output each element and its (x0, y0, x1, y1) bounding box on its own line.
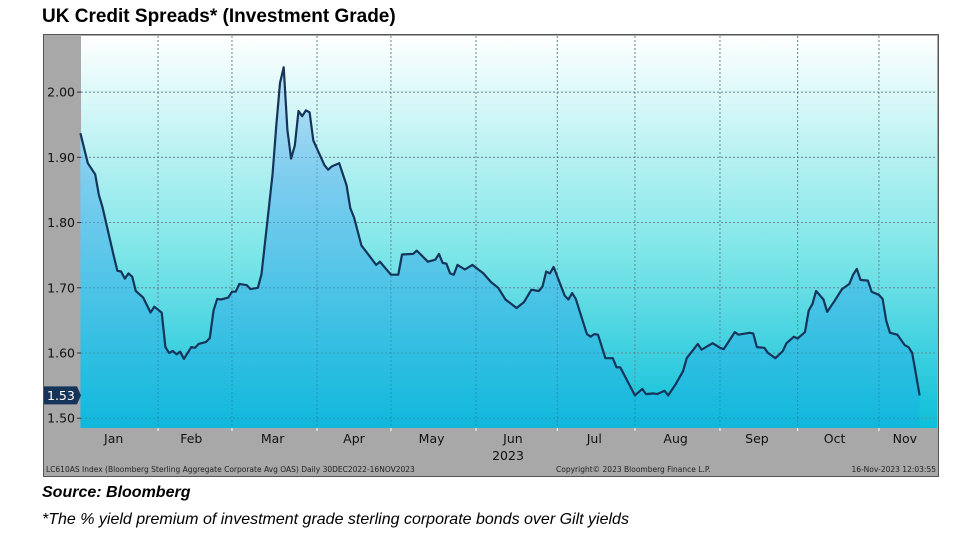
x-axis: Jan Feb Mar Apr May Jun Jul Aug Sep Oct Nov (103, 428, 918, 446)
x-tick-label: Apr (343, 431, 365, 446)
x-tick-label: Jan (103, 431, 123, 446)
x-tick-label: Nov (893, 431, 918, 446)
y-tick-label: 2.00 (47, 85, 75, 100)
chart-title: UK Credit Spreads* (Investment Grade) (42, 6, 396, 27)
x-tick-label: Jun (502, 431, 523, 446)
y-tick-label: 1.50 (47, 411, 75, 426)
x-tick-label: Jul (586, 431, 602, 446)
y-tick-label: 1.90 (47, 150, 75, 165)
last-value-label: 1.53 (47, 388, 75, 403)
series-line (79, 66, 921, 397)
footnote: *The % yield premium of investment grade… (42, 511, 629, 528)
x-tick-label: Aug (663, 431, 687, 446)
source-note: Source: Bloomberg (42, 484, 191, 501)
x-tick-label: May (419, 431, 445, 446)
footer-copyright: Copyright© 2023 Bloomberg Finance L.P. (556, 465, 711, 474)
y-axis: 1.50 1.60 1.70 1.80 1.90 2.00 (47, 85, 81, 426)
footer-index-info: LC610AS Index (Bloomberg Sterling Aggreg… (46, 465, 415, 474)
y-tick-label: 1.60 (47, 345, 75, 360)
x-tick-label: Feb (180, 431, 202, 446)
year-label: 2023 (492, 448, 524, 463)
grid-lines-overlay (81, 36, 937, 428)
x-tick-label: Oct (824, 431, 846, 446)
last-value-marker: 1.53 (44, 386, 81, 405)
footer-timestamp: 16-Nov-2023 12:03:55 (851, 465, 936, 474)
y-tick-label: 1.80 (47, 215, 75, 230)
y-tick-label: 1.70 (47, 280, 75, 295)
x-tick-label: Mar (261, 431, 285, 446)
x-tick-label: Sep (745, 431, 769, 446)
